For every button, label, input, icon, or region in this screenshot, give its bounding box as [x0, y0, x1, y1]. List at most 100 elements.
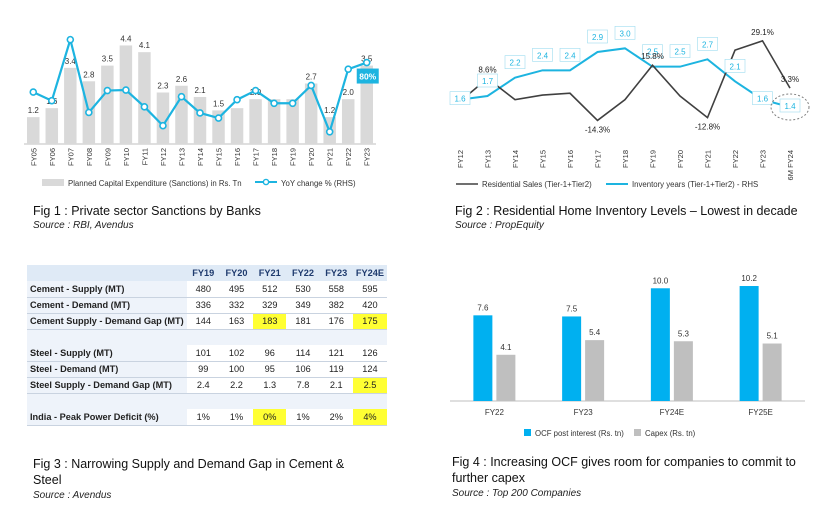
fig1-bar-label: 3.4: [65, 57, 77, 66]
fig2-panel: 1.6 1.7 2.2 2.4 2.4 2.9 3.0 2.5 2.5 2.7 2.1 1.6 1.4 8…: [440, 22, 820, 194]
fig1-bar: [341, 99, 355, 144]
fig1-bar: [304, 83, 318, 144]
fig1-bar-label: 2.3: [157, 81, 169, 90]
fig1-yoy-point: [103, 86, 112, 95]
fig1-x-tick: FY14: [196, 148, 205, 166]
table-cell: 512: [253, 281, 287, 298]
fig2-chart: 1.6 1.7 2.2 2.4 2.4 2.9 3.0 2.5 2.5 2.7 2.1 1.6 1.4 8…: [449, 26, 810, 189]
table-cell: 176: [319, 313, 353, 330]
table-row-label: Steel Supply - Demand Gap (MT): [27, 377, 187, 394]
fig1-bar: [27, 117, 40, 144]
fig1-yoy-point: [307, 81, 315, 90]
table-cell: 7.8: [286, 377, 320, 394]
fig2-inventory-label: 2.4: [564, 51, 576, 60]
fig2-inventory-label-box: [532, 48, 553, 62]
fig1-legend-swatch-bars: [42, 179, 64, 186]
fig1-yoy-point: [214, 114, 223, 122]
table-cell: 106: [286, 361, 320, 378]
fig4-x-tick: FY23: [574, 408, 594, 417]
fig1-yoy-point: [177, 92, 186, 101]
fig1-legend-line: YoY change % (RHS): [281, 179, 356, 188]
table-cell: 530: [286, 281, 320, 298]
supply-demand-table: FY19 FY20 FY21 FY22 FY23 FY24E Cement - Supply…: [27, 265, 387, 426]
fig1-yoy-point: [344, 65, 353, 73]
table-row-label: Steel - Supply (MT): [27, 345, 187, 362]
fig1-bar-label: 2.1: [194, 86, 206, 95]
fig2-inventory-label-box: [504, 55, 526, 69]
fig4-x-tick: FY22: [485, 408, 505, 417]
fig4-capex-bar: [673, 341, 693, 401]
fig1-yoy-point: [122, 86, 130, 94]
fig1-yoy-point: [362, 58, 371, 67]
table-cell: 175: [352, 313, 387, 330]
fig1-x-tick: FY05: [29, 148, 38, 166]
table-cell: 4%: [352, 409, 387, 426]
table-cell: 96: [253, 345, 287, 362]
fig2-inventory-label-box: [449, 91, 471, 105]
table-cell: [319, 329, 353, 345]
fig1-source: Source : RBI, Avendus: [33, 220, 134, 231]
fig4-legend-swatch-ocf: [524, 429, 531, 436]
fig2-inventory-label: 2.1: [729, 62, 741, 71]
fig4-capex-label: 5.1: [767, 332, 779, 341]
table-cell: 102: [219, 345, 254, 362]
fig1-yoy-point: [85, 108, 93, 117]
table-cell: 480: [186, 281, 220, 298]
fig1-bar-label: 2.7: [306, 73, 318, 82]
fig1-bar: [230, 108, 244, 144]
table-row-label: [27, 393, 187, 409]
fig1-yoy-point: [140, 103, 149, 111]
fig4-capex-bar: [762, 343, 782, 401]
fig2-x-tick: FY20: [676, 150, 685, 168]
fig1-chart: 1.2FY051.6FY063.4FY072.8FY083.5FY094.4FY…: [24, 34, 379, 188]
fig2-x-tick: FY12: [456, 150, 465, 168]
fig2-legend-sales: Residential Sales (Tier-1+Tier2): [482, 180, 592, 189]
fig2-sales-label: -12.8%: [695, 123, 720, 132]
fig1-x-tick: FY12: [159, 148, 168, 166]
fig4-ocf-bar: [473, 315, 493, 401]
fig2-inventory-label: 2.5: [674, 48, 686, 57]
fig1-x-tick: FY15: [215, 148, 224, 166]
fig2-inventory-label-box: [779, 98, 801, 113]
fig1-bar-label: 3.5: [102, 55, 114, 64]
fig2-x-tick: FY23: [759, 150, 768, 168]
fig2-inventory-label: 2.2: [509, 59, 521, 68]
fig2-x-tick: FY22: [731, 150, 740, 168]
fig1-panel: 1.2FY051.6FY063.4FY072.8FY083.5FY094.4FY…: [14, 22, 382, 194]
table-row: Steel Supply - Demand Gap (MT) 2.4 2.2 1.3 7…: [27, 377, 387, 394]
fig1-bar: [64, 67, 77, 144]
fig1-x-tick: FY11: [140, 148, 149, 165]
table-cell: 163: [219, 313, 254, 330]
table-cell: 181: [286, 313, 320, 330]
fig1-bar-label: 2.6: [176, 75, 188, 84]
table-cell: 0%: [253, 409, 287, 426]
table-column-header: FY21: [253, 265, 287, 281]
fig1-yoy-point: [288, 99, 297, 108]
fig1-yoy-point: [233, 95, 241, 104]
table-column-header: FY23: [319, 265, 353, 281]
fig1-caption: Fig 1 : Private sector Sanctions by Bank…: [33, 204, 261, 218]
fig1-x-tick: FY13: [177, 148, 186, 166]
fig1-bar: [138, 52, 151, 144]
table-column-header: FY22: [286, 265, 320, 281]
fig3-caption: Fig 3 : Narrowing Supply and Demand Gap …: [33, 457, 345, 487]
table-row: India - Peak Power Deficit (%) 1% 1% 0% 1% 2%…: [27, 409, 387, 426]
fig2-inventory-label-box: [477, 73, 498, 88]
fig2-legend-inventory: Inventory years (Tier-1+Tier2) - RHS: [632, 180, 758, 189]
table-cell: [219, 393, 254, 409]
table-cell: 329: [253, 297, 287, 314]
fig4-ocf-label: 7.5: [566, 304, 578, 313]
table-cell: 349: [286, 297, 320, 314]
fig1-x-tick: FY21: [326, 148, 335, 166]
fig1-x-tick: FY16: [233, 148, 242, 166]
fig4-capex-label: 5.4: [589, 328, 601, 337]
table-cell: [186, 329, 220, 345]
fig1-bar-label: 1.5: [213, 99, 225, 108]
table-cell: 1%: [286, 409, 320, 426]
fig2-inventory-label: 1.7: [482, 77, 494, 86]
fig2-x-tick: FY21: [704, 150, 713, 168]
fig4-capex-label: 5.3: [678, 329, 690, 338]
fig1-x-tick: FY17: [252, 148, 261, 166]
table-cell: 144: [186, 313, 220, 330]
fig1-bar-label: 4.1: [139, 41, 151, 50]
